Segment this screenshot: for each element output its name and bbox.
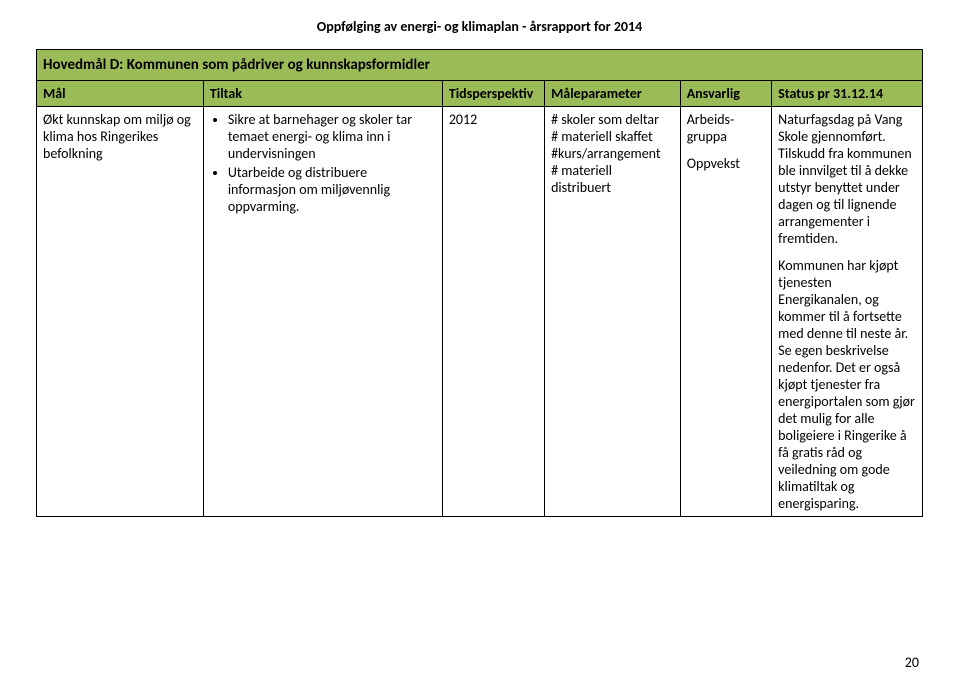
param-line: # skoler som deltar: [551, 111, 674, 128]
ansvarlig-line: Oppvekst: [687, 155, 765, 172]
col-status: Status pr 31.12.14: [772, 81, 923, 107]
param-line: # materiell skaffet: [551, 128, 674, 145]
cell-ansvarlig: Arbeids-gruppa Oppvekst: [680, 107, 771, 517]
param-line: # materiell distribuert: [551, 162, 674, 196]
table-row: Økt kunnskap om miljø og klima hos Ringe…: [37, 107, 923, 517]
cell-maaleparameter: # skoler som deltar # materiell skaffet …: [545, 107, 681, 517]
col-tiltak: Tiltak: [203, 81, 442, 107]
page-number: 20: [905, 654, 919, 671]
cell-tidsperspektiv: 2012: [442, 107, 544, 517]
col-maaleparameter: Måleparameter: [545, 81, 681, 107]
tiltak-list: Sikre at barnehager og skoler tar temaet…: [210, 111, 436, 215]
ansvarlig-line: Arbeids-gruppa: [687, 111, 765, 145]
list-item: Sikre at barnehager og skoler tar temaet…: [228, 111, 436, 162]
section-title: Hovedmål D: Kommunen som pådriver og kun…: [37, 50, 923, 81]
col-tidsperspektiv: Tidsperspektiv: [442, 81, 544, 107]
cell-maal: Økt kunnskap om miljø og klima hos Ringe…: [37, 107, 204, 517]
document-header: Oppfølging av energi- og klimaplan - års…: [36, 18, 923, 35]
section-title-row: Hovedmål D: Kommunen som pådriver og kun…: [37, 50, 923, 81]
col-maal: Mål: [37, 81, 204, 107]
param-line: #kurs/arrangement: [551, 145, 674, 162]
col-ansvarlig: Ansvarlig: [680, 81, 771, 107]
cell-status: Naturfagsdag på Vang Skole gjennomført. …: [772, 107, 923, 517]
list-item: Utarbeide og distribuere informasjon om …: [228, 164, 436, 215]
cell-tiltak: Sikre at barnehager og skoler tar temaet…: [203, 107, 442, 517]
status-para: Kommunen har kjøpt tjenesten Energikanal…: [778, 257, 916, 512]
plan-table: Hovedmål D: Kommunen som pådriver og kun…: [36, 49, 923, 517]
column-header-row: Mål Tiltak Tidsperspektiv Måleparameter …: [37, 81, 923, 107]
status-para: Naturfagsdag på Vang Skole gjennomført. …: [778, 111, 916, 247]
